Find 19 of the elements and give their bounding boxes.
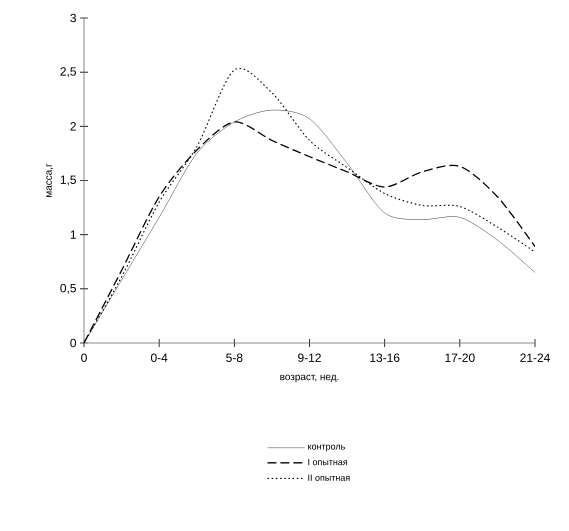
y-tick-label: 2,5 (60, 67, 76, 78)
y-tick-label: 0 (70, 338, 76, 348)
x-axis-title: возраст, нед. (280, 374, 338, 382)
legend-label: I опытная (308, 458, 348, 466)
x-tick-label: 9-12 (298, 353, 321, 362)
y-tick-label: 1 (70, 230, 76, 239)
y-tick-label: 3 (70, 14, 76, 22)
legend-label: II опытная (308, 474, 350, 481)
x-tick-label: 0-4 (150, 353, 168, 362)
x-tick-label: 21-24 (520, 353, 550, 362)
y-tick-label: 0,5 (60, 284, 76, 294)
x-tick-label: 0 (81, 353, 87, 362)
legend-label: контроль (308, 444, 345, 452)
y-tick-label: 1,5 (60, 176, 76, 186)
y-axis-title: масса,г (46, 164, 54, 197)
x-tick-label: 13-16 (370, 353, 400, 362)
y-tick-label: 2 (70, 122, 76, 131)
x-tick-label: 5-8 (226, 353, 242, 362)
x-tick-label: 17-20 (445, 353, 475, 362)
